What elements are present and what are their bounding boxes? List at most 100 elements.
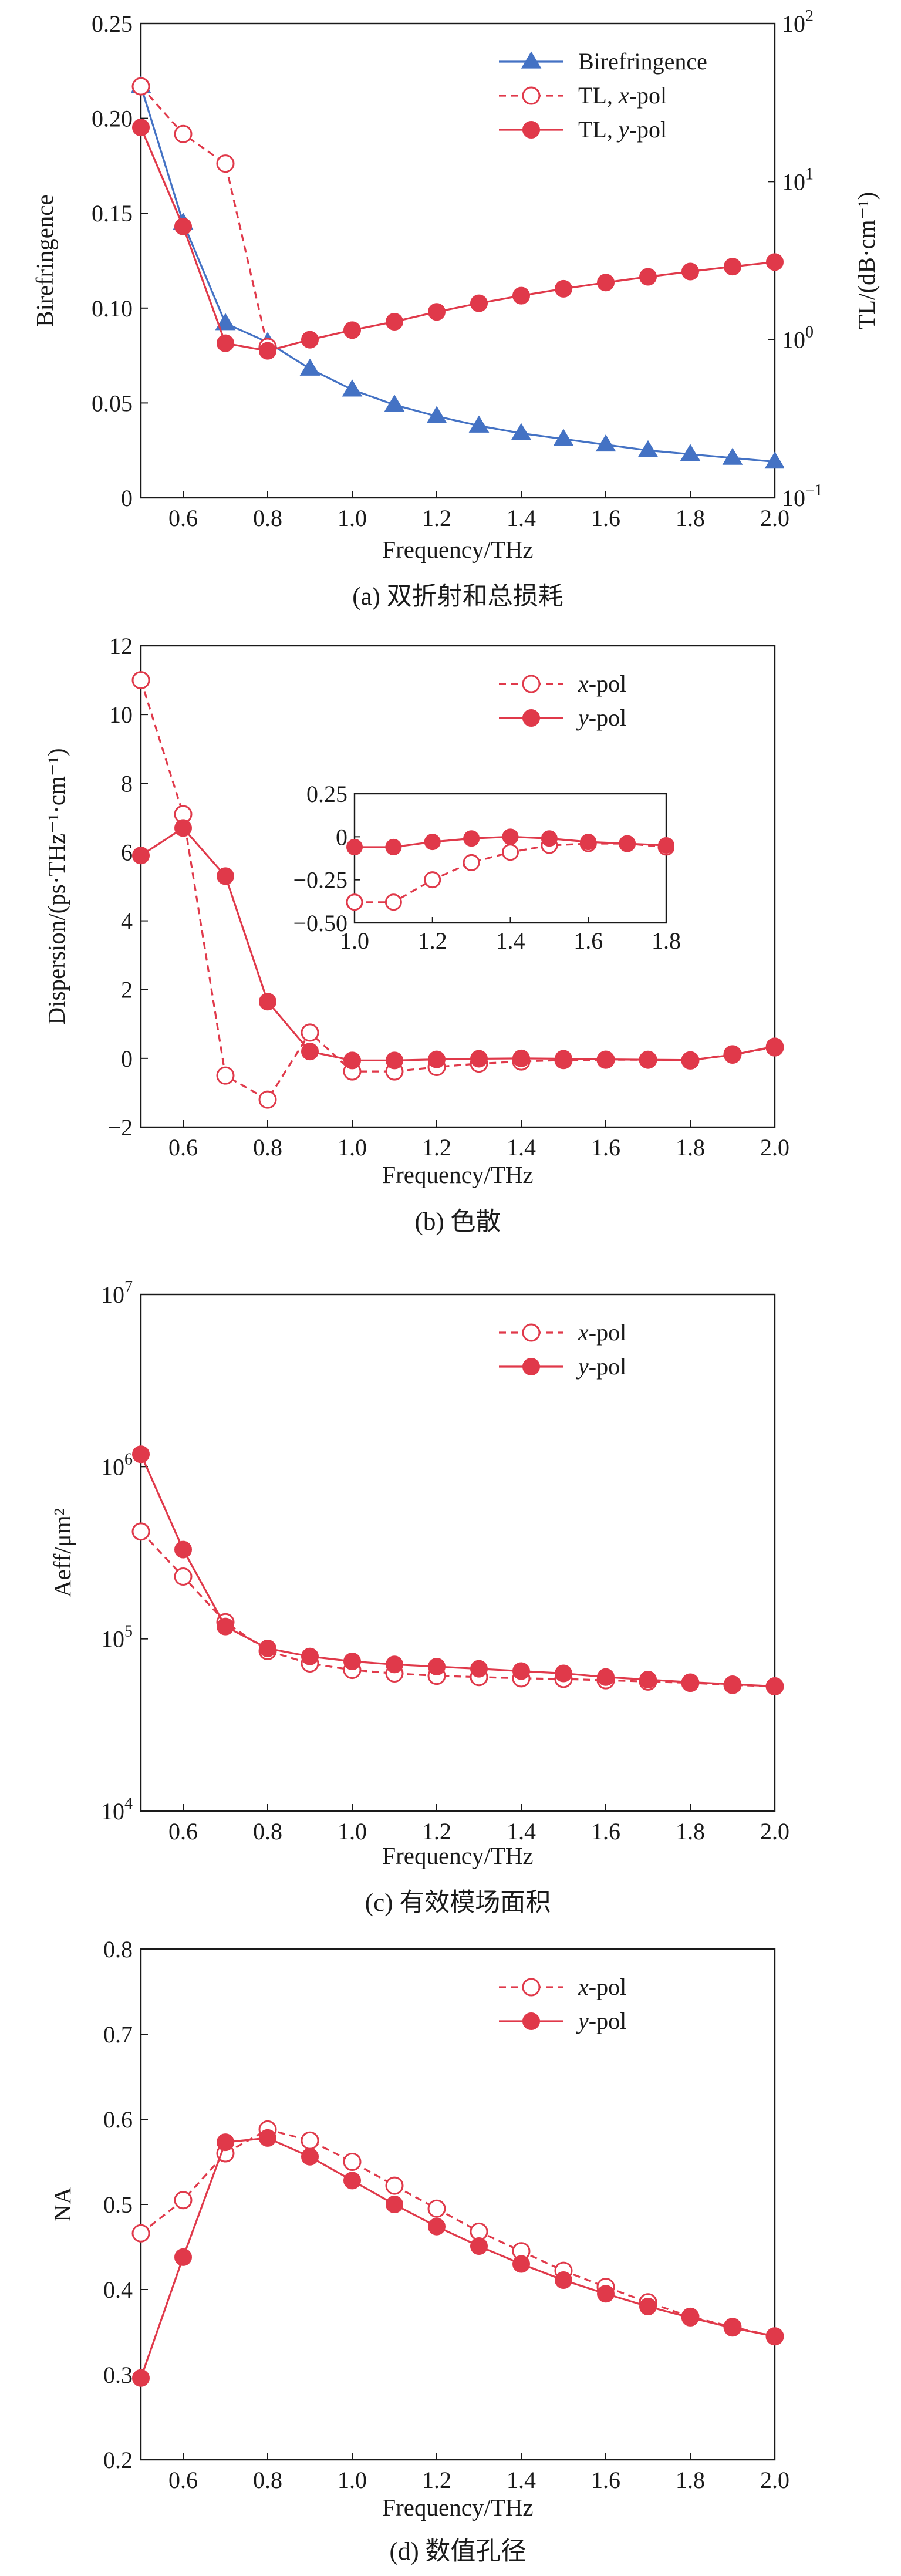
chart-caption: (b) 色散 xyxy=(415,1208,501,1236)
series-1-point-15 xyxy=(766,1037,784,1056)
series-1-point-7 xyxy=(428,2217,446,2236)
series-group xyxy=(131,671,784,1109)
y-tick-label: 0.15 xyxy=(92,200,133,227)
legend-item: x-pol xyxy=(499,1974,626,2000)
series-1-point-4 xyxy=(301,1043,319,1061)
y-axis-label: Birefringence xyxy=(31,194,58,326)
series-2-point-11 xyxy=(597,274,615,292)
legend-item: Birefringence xyxy=(499,48,707,75)
y-tick-label: 12 xyxy=(109,633,133,659)
series-0-point-7 xyxy=(427,2199,446,2218)
series-2-point-10 xyxy=(555,279,572,298)
series-2-point-7 xyxy=(428,303,446,321)
series-0-point-6 xyxy=(385,2176,404,2195)
inset-series-1-point-8 xyxy=(658,837,674,854)
chart-b: 0.6 0.8 1.0 1.2 1.4 1.6 1.8 2.0 −2 0 2 4 6 8 10 12 Frequ… xyxy=(43,633,789,1236)
x-tick-label: 0.8 xyxy=(253,2467,282,2493)
series-2-point-15 xyxy=(766,253,784,271)
series-1-point-6 xyxy=(386,1051,403,1070)
series-0-point-6 xyxy=(384,395,405,412)
x-tick-label: 0.6 xyxy=(168,1818,198,1845)
x-tick-label: 2.0 xyxy=(760,1818,789,1845)
series-1-point-3 xyxy=(259,1639,276,1657)
inset-y-tick-label: 0.25 xyxy=(306,781,347,807)
series-1-point-4 xyxy=(301,2147,319,2166)
inset-series-0-point-1 xyxy=(384,893,402,911)
x-tick-label: 0.6 xyxy=(168,1134,198,1161)
series-0-point-10 xyxy=(553,429,574,446)
legend-label: y-pol xyxy=(576,2008,626,2034)
series-0-point-2 xyxy=(216,1066,235,1085)
legend-label: x-pol xyxy=(578,1319,626,1346)
y-tick-label: −2 xyxy=(107,1114,133,1141)
series-1-point-1 xyxy=(174,124,193,143)
plot-frame xyxy=(140,1948,776,2461)
x-tick-label: 0.8 xyxy=(253,1818,282,1845)
series-group xyxy=(131,1445,784,1696)
series-1-point-10 xyxy=(555,1050,572,1068)
series-1-line xyxy=(140,827,775,1061)
inset-series-0-point-4 xyxy=(502,844,519,861)
series-1-point-9 xyxy=(512,1662,530,1680)
chart-a: 0.6 0.8 1.0 1.2 1.4 1.6 1.8 2.0 0 0.05 0.10 0.15 0.2… xyxy=(31,7,880,611)
plot-frame xyxy=(140,22,776,499)
series-1-point-1 xyxy=(174,1540,192,1559)
series-1-point-13 xyxy=(681,1051,699,1069)
y-tick-label: 0.10 xyxy=(92,295,133,322)
legend-label: x-pol xyxy=(578,670,626,697)
y-tick-label: 105 xyxy=(101,1623,133,1653)
series-0-line xyxy=(140,86,775,463)
series-2-point-12 xyxy=(639,268,657,286)
legend-item: y-pol xyxy=(499,1353,626,1380)
x-tick-label: 1.8 xyxy=(676,2467,705,2493)
series-2-point-5 xyxy=(343,321,361,339)
series-1-point-5 xyxy=(343,2172,361,2190)
y-tick-label: 6 xyxy=(121,839,133,865)
y-tick-label: 107 xyxy=(101,1278,133,1308)
x-tick-label: 1.0 xyxy=(338,1134,367,1161)
inset-series-1-point-4 xyxy=(502,828,519,845)
x-tick-label: 1.0 xyxy=(338,505,367,531)
inset-series-1-point-2 xyxy=(424,834,441,851)
series-0-point-14 xyxy=(722,447,743,465)
series-2-point-4 xyxy=(301,331,319,349)
x-tick-label: 1.6 xyxy=(591,1134,620,1161)
chart-caption: (d) 数值孔径 xyxy=(390,2538,527,2565)
series-1-point-11 xyxy=(597,1668,615,1686)
series-0-point-9 xyxy=(511,423,532,440)
inset-series-1-point-6 xyxy=(580,834,597,851)
y-tick-label: 0.3 xyxy=(103,2362,133,2388)
legend-marker xyxy=(521,51,542,69)
legend-label: TL, x-pol xyxy=(578,82,667,109)
x-tick-label: 1.6 xyxy=(591,1818,620,1845)
x-tick-label: 2.0 xyxy=(760,505,789,531)
series-1-point-0 xyxy=(132,2369,150,2387)
y2-axis-label: TL/(dB·cm⁻¹) xyxy=(853,192,880,329)
series-0-point-4 xyxy=(301,2131,319,2150)
series-1-point-3 xyxy=(259,993,276,1011)
series-2-line xyxy=(140,127,775,352)
series-1-point-7 xyxy=(428,1657,446,1675)
series-1-point-15 xyxy=(766,2327,784,2345)
inset-series-1-point-1 xyxy=(385,838,402,855)
series-1-point-13 xyxy=(681,1673,699,1691)
x-tick-label: 1.2 xyxy=(422,505,451,531)
series-0-point-7 xyxy=(426,406,447,423)
series-1-point-0 xyxy=(132,1445,150,1464)
inset-x-tick-label: 1.2 xyxy=(418,928,447,954)
series-2-point-0 xyxy=(132,119,150,137)
x-tick-label: 1.4 xyxy=(507,1134,536,1161)
x-tick-label: 0.8 xyxy=(253,505,282,531)
chart-d: 0.6 0.8 1.0 1.2 1.4 1.6 1.8 2.0 0.2 0.3 0.4 0.5 0.6 0… xyxy=(49,1936,789,2565)
series-0-point-11 xyxy=(595,434,616,452)
chart-caption: (a) 双折射和总损耗 xyxy=(352,583,563,611)
y-axis-label: Aeff/μm² xyxy=(49,1508,76,1597)
legend-item: x-pol xyxy=(499,670,626,697)
legend-marker xyxy=(522,2012,540,2030)
series-0-point-0 xyxy=(131,1522,150,1541)
x-axis-label: Frequency/THz xyxy=(382,2494,533,2521)
x-tick-label: 1.2 xyxy=(422,2467,451,2493)
series-1-point-2 xyxy=(217,2133,234,2152)
series-1-point-1 xyxy=(174,2248,192,2266)
y-tick-label: 8 xyxy=(121,770,133,797)
